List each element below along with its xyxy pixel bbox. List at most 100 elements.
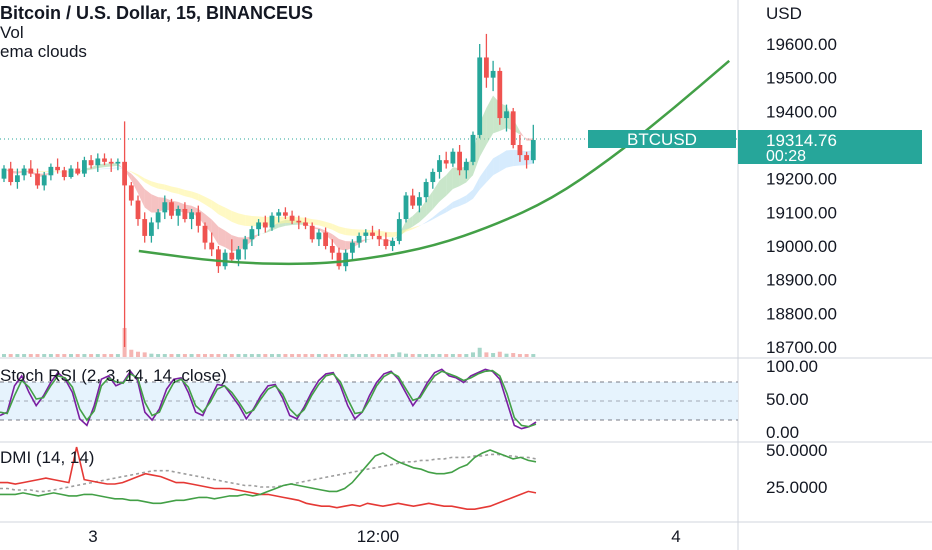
- candle-body[interactable]: [396, 219, 402, 241]
- candle-body[interactable]: [363, 232, 369, 236]
- volume-bar: [142, 352, 147, 357]
- candle-body[interactable]: [269, 215, 275, 228]
- candle-body[interactable]: [108, 161, 114, 164]
- chart-legend[interactable]: Bitcoin / U.S. Dollar, 15, BINANCEUS Vol…: [0, 3, 314, 62]
- candle-body[interactable]: [390, 240, 395, 246]
- candle-body[interactable]: [61, 170, 67, 177]
- candle-body[interactable]: [229, 252, 235, 260]
- dmi-label[interactable]: DMI (14, 14): [0, 448, 95, 467]
- volume-bar: [69, 354, 73, 357]
- candle-body[interactable]: [470, 134, 476, 162]
- candle-body[interactable]: [323, 232, 328, 246]
- candle-body[interactable]: [423, 182, 429, 198]
- candle-body[interactable]: [222, 252, 228, 267]
- candle-body[interactable]: [383, 239, 389, 246]
- candle-body[interactable]: [497, 70, 503, 119]
- candle-body[interactable]: [484, 57, 489, 78]
- candle-body[interactable]: [303, 222, 308, 226]
- volume-bar: [55, 354, 60, 357]
- candle-body[interactable]: [517, 145, 523, 156]
- candle-body[interactable]: [410, 195, 416, 206]
- candle-body[interactable]: [289, 215, 295, 221]
- candle-body[interactable]: [329, 246, 335, 253]
- candle-body[interactable]: [128, 185, 134, 201]
- trend-curve[interactable]: [138, 59, 731, 266]
- candle-body[interactable]: [510, 111, 516, 145]
- candle-body[interactable]: [95, 158, 101, 166]
- symbol-tag[interactable]: [588, 130, 736, 148]
- candle-body[interactable]: [88, 160, 94, 166]
- candle-body[interactable]: [195, 212, 201, 226]
- candle-body[interactable]: [68, 168, 74, 177]
- candle-body[interactable]: [309, 225, 315, 240]
- candle-body[interactable]: [430, 171, 436, 183]
- candle-body[interactable]: [403, 195, 409, 220]
- candle-body[interactable]: [55, 166, 60, 171]
- candle-body[interactable]: [115, 161, 121, 164]
- candle-body[interactable]: [189, 212, 194, 220]
- candle-body[interactable]: [149, 222, 154, 236]
- candle-body[interactable]: [276, 212, 282, 216]
- candle-body[interactable]: [216, 249, 221, 267]
- candle-body[interactable]: [296, 220, 302, 223]
- candle-body[interactable]: [417, 197, 422, 206]
- candle-body[interactable]: [457, 151, 462, 171]
- candle-body[interactable]: [155, 212, 161, 223]
- candle-body[interactable]: [477, 57, 483, 135]
- candle-body[interactable]: [182, 208, 188, 220]
- dmi-axis[interactable]: 50.0000 25.0000: [766, 441, 827, 497]
- candle-body[interactable]: [524, 155, 529, 161]
- candle-body[interactable]: [370, 232, 375, 236]
- indicator-ema-clouds[interactable]: ema clouds: [0, 42, 87, 61]
- candle-body[interactable]: [35, 173, 40, 186]
- chart-title[interactable]: Bitcoin / U.S. Dollar, 15, BINANCEUS: [0, 3, 314, 23]
- candle-body[interactable]: [437, 160, 442, 172]
- candle-body[interactable]: [343, 252, 349, 267]
- candle-body[interactable]: [48, 166, 54, 176]
- candle-body[interactable]: [530, 140, 536, 161]
- candle-body[interactable]: [28, 168, 34, 174]
- candle-body[interactable]: [209, 242, 215, 250]
- candle-body[interactable]: [249, 229, 255, 240]
- indicator-vol[interactable]: Vol: [0, 23, 24, 42]
- volume-bar: [504, 353, 509, 357]
- candle-body[interactable]: [490, 70, 496, 78]
- candle-body[interactable]: [443, 160, 449, 164]
- candle-body[interactable]: [41, 175, 47, 186]
- price-tick-label: 19000.00: [766, 237, 837, 256]
- price-axis[interactable]: 19600.0019500.0019400.0019300.0019200.00…: [766, 35, 837, 357]
- volume-bar: [22, 354, 27, 357]
- candle-body[interactable]: [15, 175, 20, 183]
- candle-body[interactable]: [376, 235, 382, 240]
- candle-body[interactable]: [262, 222, 268, 228]
- candle-body[interactable]: [336, 252, 342, 267]
- candle-body[interactable]: [82, 160, 87, 174]
- candle-body[interactable]: [122, 161, 127, 186]
- candle-body[interactable]: [504, 111, 509, 119]
- candle-body[interactable]: [350, 242, 355, 253]
- candle-body[interactable]: [242, 239, 248, 250]
- candle-body[interactable]: [142, 219, 148, 236]
- candle-body[interactable]: [1, 168, 7, 179]
- candle-body[interactable]: [75, 168, 81, 174]
- candle-body[interactable]: [102, 158, 107, 162]
- candle-body[interactable]: [202, 225, 208, 243]
- candle-body[interactable]: [356, 235, 362, 243]
- stoch-rsi-label[interactable]: Stoch RSI (2, 3, 14, 14, close): [0, 366, 227, 385]
- candle-body[interactable]: [316, 232, 322, 240]
- candle-body[interactable]: [162, 202, 168, 213]
- candle-body[interactable]: [175, 208, 181, 216]
- candle-body[interactable]: [450, 151, 456, 164]
- stoch-axis[interactable]: 100.00 50.00 0.00: [766, 357, 818, 442]
- candles[interactable]: [1, 33, 536, 347]
- candle-body[interactable]: [8, 168, 14, 183]
- candle-body[interactable]: [283, 212, 288, 216]
- candle-body[interactable]: [21, 168, 27, 176]
- candle-body[interactable]: [135, 200, 141, 220]
- ema-cloud-slow: [138, 174, 145, 183]
- candle-body[interactable]: [256, 222, 261, 230]
- candle-body[interactable]: [169, 202, 174, 216]
- candle-body[interactable]: [463, 161, 469, 171]
- candle-body[interactable]: [236, 249, 241, 260]
